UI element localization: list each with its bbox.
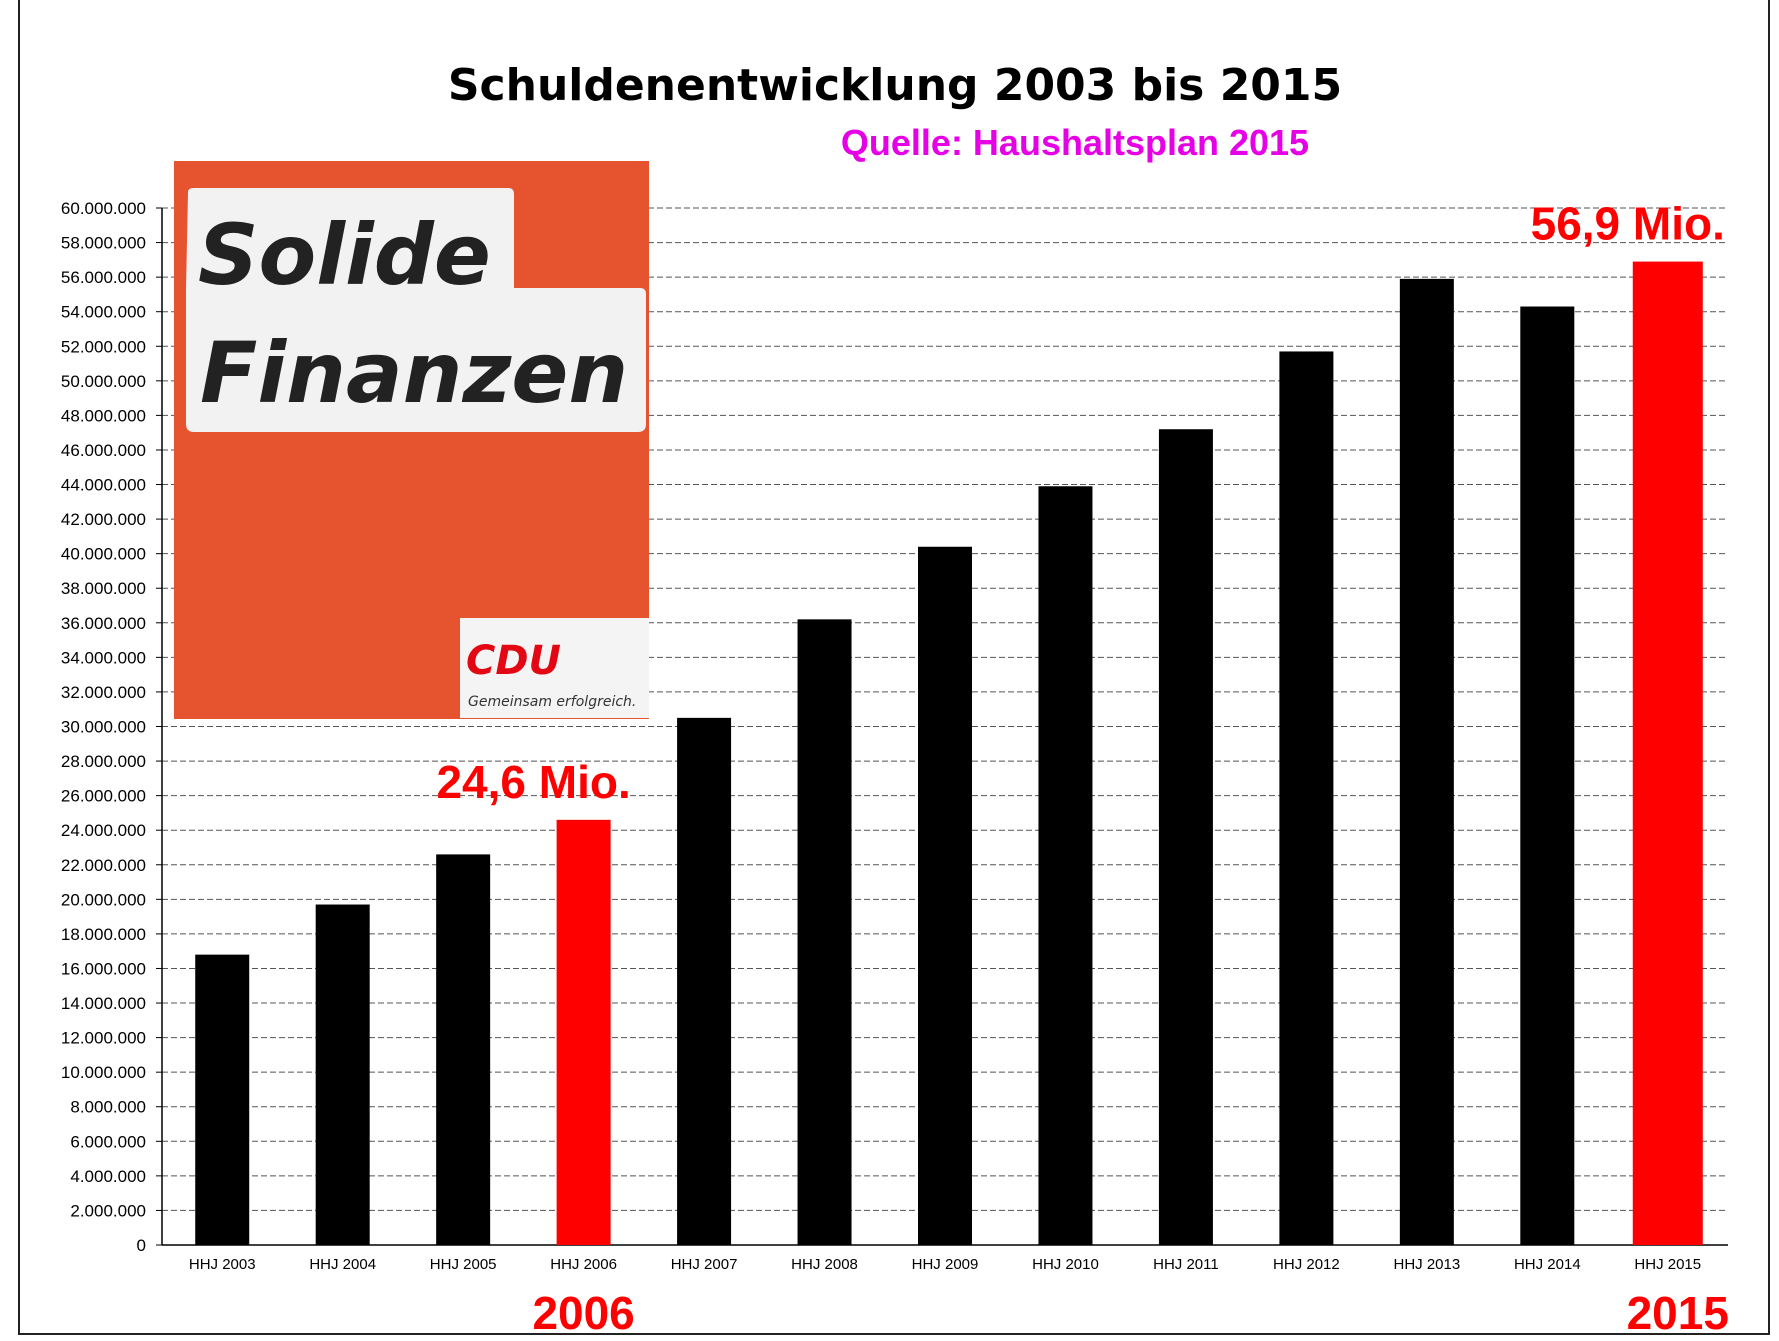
cdu-slogan: Gemeinsam erfolgreich. xyxy=(468,694,636,710)
x-axis-ticks: HHJ 2003 HHJ 2004 HHJ 2005 HHJ 2006 HHJ 2007… xyxy=(189,1256,1701,1273)
x-tick-label: HHJ 2014 xyxy=(1514,1256,1581,1273)
bar xyxy=(1632,261,1703,1245)
y-tick-label: 56.000.000 xyxy=(61,268,146,287)
x-tick-label: HHJ 2012 xyxy=(1273,1256,1340,1273)
bar xyxy=(436,854,491,1245)
poster-line-1: Solide xyxy=(198,206,491,304)
y-tick-label: 12.000.000 xyxy=(61,1029,146,1048)
y-tick-label: 46.000.000 xyxy=(61,441,146,460)
bar xyxy=(1399,278,1454,1245)
x-tick-label: HHJ 2004 xyxy=(309,1256,376,1273)
x-tick-label: HHJ 2015 xyxy=(1634,1256,1701,1273)
x-tick-label: HHJ 2005 xyxy=(430,1256,497,1273)
year-annotation: 2006 xyxy=(532,1287,634,1339)
y-tick-label: 26.000.000 xyxy=(61,787,146,806)
bars xyxy=(195,261,1703,1245)
value-annotation: 56,9 Mio. xyxy=(1531,198,1725,250)
bar xyxy=(1158,429,1213,1245)
y-tick-label: 42.000.000 xyxy=(61,510,146,529)
y-tick-label: 30.000.000 xyxy=(61,718,146,737)
bar xyxy=(1279,351,1334,1245)
y-tick-label: 34.000.000 xyxy=(61,648,146,667)
y-tick-label: 24.000.000 xyxy=(61,821,146,840)
x-tick-label: HHJ 2003 xyxy=(189,1256,256,1273)
poster-line-2: Finanzen xyxy=(200,324,628,422)
y-tick-label: 2.000.000 xyxy=(70,1201,146,1220)
x-tick-label: HHJ 2007 xyxy=(671,1256,738,1273)
bar xyxy=(1520,306,1575,1245)
x-tick-label: HHJ 2011 xyxy=(1153,1256,1219,1273)
cdu-poster-image: Solide Finanzen CDU Gemeinsam erfolgreic… xyxy=(174,161,649,719)
y-tick-label: 38.000.000 xyxy=(61,579,146,598)
chart-frame xyxy=(18,0,1770,1335)
y-tick-label: 60.000.000 xyxy=(61,199,146,218)
y-tick-label: 16.000.000 xyxy=(61,959,146,978)
x-tick-label: HHJ 2010 xyxy=(1032,1256,1099,1273)
y-tick-label: 50.000.000 xyxy=(61,372,146,391)
y-tick-label: 4.000.000 xyxy=(70,1167,146,1186)
y-tick-label: 28.000.000 xyxy=(61,752,146,771)
chart-title: Schuldenentwicklung 2003 bis 2015 xyxy=(448,60,1342,111)
y-tick-label: 58.000.000 xyxy=(61,234,146,253)
bar xyxy=(918,546,972,1245)
bar xyxy=(195,954,250,1245)
poster-text-panel xyxy=(186,188,646,432)
x-tick-label: HHJ 2008 xyxy=(791,1256,858,1273)
y-axis-ticks: 0 2.000.000 4.000.000 6.000.000 8.000.000 10.… xyxy=(61,199,146,1255)
annotations: 24,6 Mio. 2006 56,9 Mio. 2015 xyxy=(436,198,1728,1339)
bar xyxy=(1038,486,1093,1245)
y-tick-label: 52.000.000 xyxy=(61,337,146,356)
bar xyxy=(556,819,611,1245)
y-tick-label: 44.000.000 xyxy=(61,476,146,495)
y-tick-label: 36.000.000 xyxy=(61,614,146,633)
y-tick-label: 54.000.000 xyxy=(61,303,146,322)
y-tick-label: 0 xyxy=(137,1236,146,1255)
y-tick-label: 8.000.000 xyxy=(70,1098,146,1117)
y-tick-label: 6.000.000 xyxy=(70,1132,146,1151)
y-tick-label: 14.000.000 xyxy=(61,994,146,1013)
year-annotation: 2015 xyxy=(1627,1287,1729,1339)
y-tick-label: 18.000.000 xyxy=(61,925,146,944)
y-tick-label: 40.000.000 xyxy=(61,545,146,564)
bar xyxy=(797,619,852,1245)
chart-subtitle: Quelle: Haushaltsplan 2015 xyxy=(841,122,1309,163)
bar xyxy=(677,717,732,1245)
y-tick-label: 32.000.000 xyxy=(61,683,146,702)
x-tick-label: HHJ 2006 xyxy=(550,1256,617,1273)
x-tick-label: HHJ 2013 xyxy=(1393,1256,1460,1273)
cdu-logo: CDU xyxy=(466,638,561,684)
x-tick-label: HHJ 2009 xyxy=(912,1256,979,1273)
cdu-logo-panel xyxy=(460,618,649,718)
bar xyxy=(315,904,370,1245)
y-tick-label: 10.000.000 xyxy=(61,1063,146,1082)
y-tick-label: 20.000.000 xyxy=(61,890,146,909)
y-tick-label: 48.000.000 xyxy=(61,406,146,425)
y-tick-label: 22.000.000 xyxy=(61,856,146,875)
value-annotation: 24,6 Mio. xyxy=(436,756,630,808)
